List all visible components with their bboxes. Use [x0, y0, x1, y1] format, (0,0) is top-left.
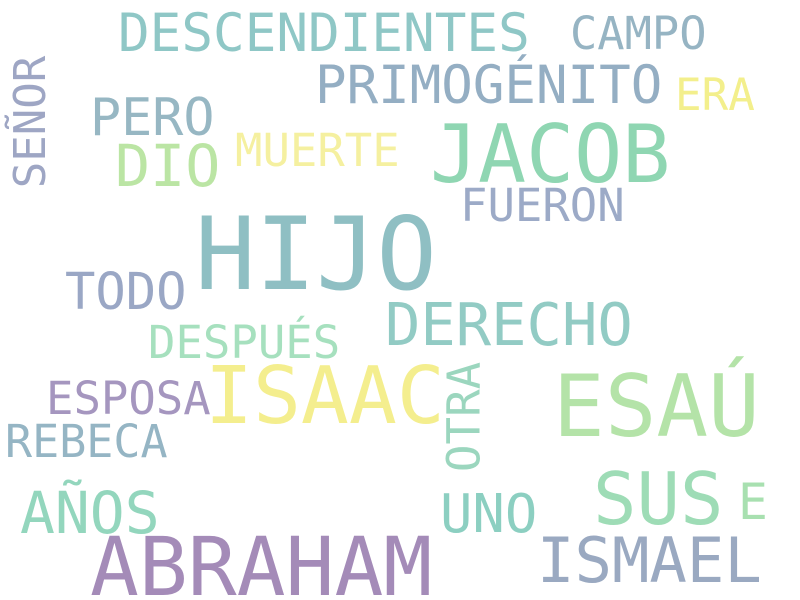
- word-esau: ESAÚ: [553, 356, 760, 457]
- word-uno: UNO: [440, 482, 538, 545]
- word-fueron: FUERON: [460, 179, 625, 232]
- word-e: E: [738, 472, 768, 531]
- word-otra: OTRA: [436, 361, 491, 473]
- word-muerte: MUERTE: [235, 124, 400, 177]
- word-senor: SEÑOR: [4, 55, 56, 188]
- word-rebeca: REBECA: [5, 414, 168, 468]
- word-todo: TODO: [65, 262, 187, 321]
- word-ismael: ISMAEL: [537, 524, 762, 597]
- word-primogenito: PRIMOGÉNITO: [315, 55, 663, 116]
- word-hijo: HIJO: [195, 196, 437, 313]
- word-dio: DIO: [115, 132, 221, 200]
- word-era: ERA: [675, 70, 755, 121]
- word-pero: PERO: [90, 88, 215, 148]
- word-anos: AÑOS: [20, 478, 160, 547]
- word-isaac: ISAAC: [205, 349, 445, 442]
- word-descendientes: DESCENDIENTES: [118, 2, 530, 64]
- word-jacob: JACOB: [430, 108, 671, 201]
- word-campo: CAMPO: [570, 6, 707, 60]
- word-despues: DESPUÉS: [148, 316, 341, 369]
- word-esposa: ESPOSA: [46, 372, 211, 425]
- word-sus: SUS: [593, 458, 724, 542]
- word-abraham: ABRAHAM: [90, 520, 433, 600]
- word-derecho: DERECHO: [385, 290, 633, 359]
